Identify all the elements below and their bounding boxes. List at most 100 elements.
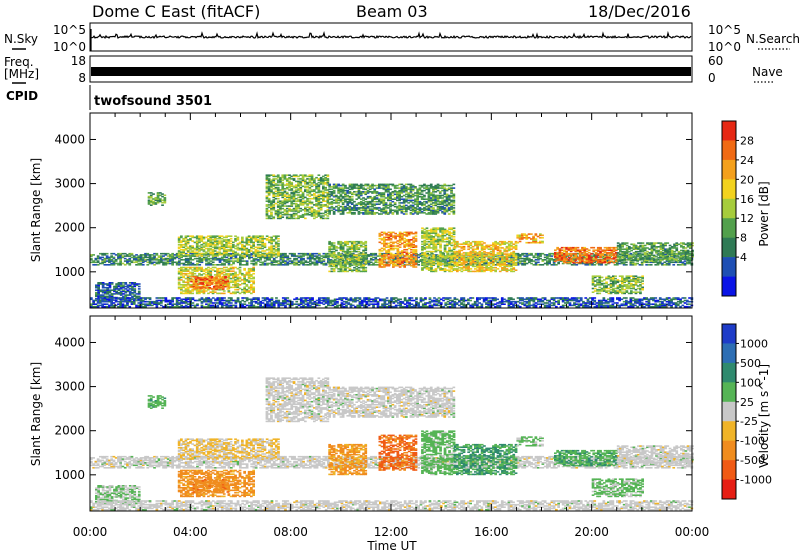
range-cell: [182, 247, 185, 249]
freq-unit-label: [MHz]: [4, 67, 39, 81]
range-cell: [284, 253, 287, 255]
range-cell: [150, 192, 153, 194]
range-cell: [358, 202, 361, 204]
range-cell: [279, 184, 282, 186]
range-cell: [174, 262, 177, 264]
range-cell: [150, 200, 153, 202]
range-cell: [279, 177, 282, 179]
range-cell: [223, 244, 226, 246]
range-cell: [383, 261, 386, 263]
range-cell: [397, 240, 400, 242]
range-cell: [369, 208, 372, 210]
range-cell: [191, 269, 194, 271]
range-cell: [396, 206, 399, 208]
range-cell: [150, 195, 153, 197]
range-cell: [331, 198, 334, 200]
range-cell: [381, 266, 384, 268]
range-cell: [423, 203, 426, 205]
range-cell: [333, 211, 336, 213]
range-cell: [223, 269, 226, 271]
range-cell: [275, 260, 278, 262]
range-cell: [385, 202, 388, 204]
range-cell: [428, 212, 431, 214]
range-cell: [672, 264, 675, 266]
range-cell: [291, 253, 294, 255]
range-cell: [244, 260, 247, 262]
range-cell: [161, 196, 164, 198]
range-cell: [353, 245, 356, 247]
range-cell: [295, 258, 298, 260]
range-cell: [306, 178, 309, 180]
range-cell: [106, 260, 109, 262]
range-cell: [311, 186, 314, 188]
range-cell: [537, 262, 540, 264]
range-cell: [290, 200, 293, 202]
range-cell: [450, 211, 453, 213]
range-cell: [408, 261, 411, 263]
range-cell: [234, 291, 237, 293]
range-cell: [100, 282, 103, 284]
range-cell: [342, 242, 345, 244]
range-cell: [392, 212, 395, 214]
range-cell: [286, 205, 289, 207]
range-cell: [322, 178, 325, 180]
range-cell: [327, 215, 330, 217]
range-cell: [337, 252, 340, 254]
range-cell: [275, 257, 278, 259]
range-cell: [360, 245, 363, 247]
range-cell: [99, 257, 102, 259]
range-cell: [146, 259, 149, 261]
nsky-right-tick-top: 10^5: [708, 23, 741, 37]
range-cell: [306, 176, 309, 178]
range-cell: [423, 190, 426, 192]
range-cell: [234, 279, 237, 281]
range-cell: [353, 194, 356, 196]
range-cell: [223, 239, 226, 241]
range-cell: [182, 290, 185, 292]
range-cell: [268, 178, 271, 180]
range-cell: [370, 264, 373, 266]
range-cell: [111, 289, 114, 291]
range-cell: [331, 206, 334, 208]
range-cell: [257, 244, 260, 246]
range-cell: [557, 262, 560, 264]
range-cell: [277, 243, 280, 245]
range-cell: [331, 271, 334, 273]
range-cell: [241, 279, 244, 281]
range-cell: [182, 244, 185, 246]
range-cell: [453, 194, 456, 196]
range-cell: [241, 244, 244, 246]
range-cell: [239, 280, 242, 282]
range-cell: [234, 267, 237, 269]
range-cell: [376, 187, 379, 189]
range-cell: [169, 263, 172, 265]
range-cell: [346, 256, 349, 258]
range-cell: [275, 195, 278, 197]
range-cell: [246, 279, 249, 281]
range-cell: [397, 248, 400, 250]
range-cell: [122, 293, 125, 295]
range-cell: [448, 202, 451, 204]
range-cell: [127, 289, 130, 291]
range-cell: [277, 238, 280, 240]
range-cell: [331, 242, 334, 244]
range-cell: [218, 293, 221, 295]
range-cell: [200, 255, 203, 257]
range-cell: [180, 291, 183, 293]
range-cell: [281, 182, 284, 184]
range-cell: [255, 247, 258, 249]
range-cell: [333, 245, 336, 247]
range-cell: [214, 274, 217, 276]
range-cell: [180, 240, 183, 242]
range-cell: [342, 262, 345, 264]
range-cell: [218, 235, 221, 237]
range-cell: [137, 255, 140, 257]
range-cell: [392, 210, 395, 212]
range-cell: [290, 188, 293, 190]
range-cell: [115, 259, 118, 261]
range-cell: [316, 253, 319, 255]
range-cell: [299, 181, 302, 183]
range-cell: [401, 196, 404, 198]
range-cell: [344, 251, 347, 253]
